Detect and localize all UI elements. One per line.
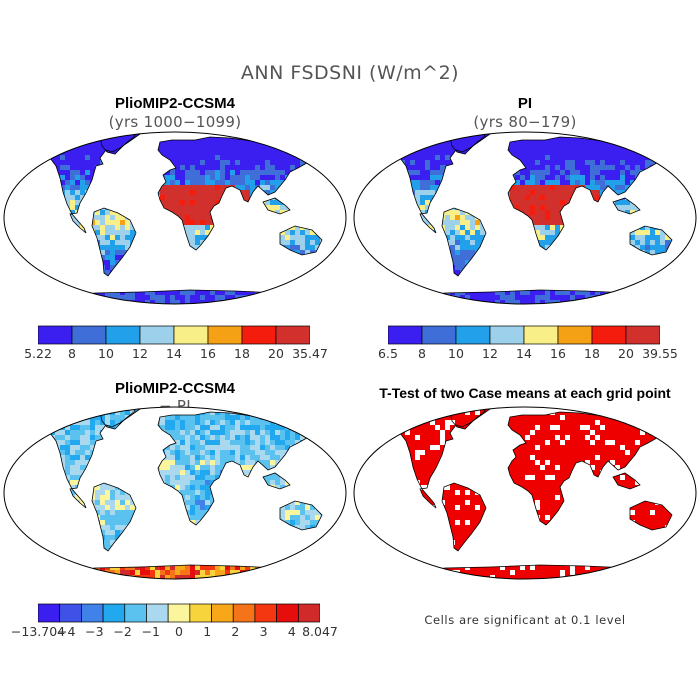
colorbar-tick-label: 20 [268,346,284,361]
colorbar-tick-label: 1 [203,624,212,639]
colorbar-tick-label: −3 [85,624,104,639]
colorbar-swatch [523,325,559,345]
colorbar-tick-label: 10 [98,346,114,361]
coastline-indonesia [262,472,291,490]
colorbar-tick-label: 14 [166,346,182,361]
colorbar-swatch [388,325,423,345]
colorbar-tick-label: 20 [618,346,634,361]
colorbar-swatch [102,603,126,623]
map-border [3,131,347,305]
colorbar-swatch [146,603,169,623]
panel2-colorbar [388,325,660,345]
coastline-indonesia [612,197,641,215]
colorbar-swatch [421,325,457,345]
coastline-indonesia [262,197,291,215]
panel2-colorbar-labels: 6.5 8 10 12 14 16 18 20 39.55 [378,346,678,362]
colorbar-tick-label: 35.47 [292,346,328,361]
colorbar-swatch [211,603,234,623]
colorbar-tick-label: 39.55 [642,346,678,361]
panel4-title: T-Test of two Case means at each grid po… [379,385,671,401]
colorbar-tick-label: 2 [231,624,240,639]
panel1-colorbar [38,325,310,345]
panel3-colorbar-labels: −13.704 −4 −3 −2 −1 0 1 2 3 4 8.047 [11,624,338,640]
colorbar-swatch [254,603,277,623]
colorbar-swatch [275,325,310,345]
colorbar-tick-label: 14 [516,346,532,361]
colorbar-swatch [167,603,191,623]
coastline-greenland [99,407,136,430]
colorbar-tick-label: −4 [56,624,76,639]
figure-title: ANN FSDSNI (W/m^2) [240,62,460,84]
panel2-title: PI [517,95,533,112]
coastline-australia [629,225,673,256]
colorbar-tick-label: 0 [175,624,183,639]
coastline-australia [279,225,323,256]
panel3-colorbar [38,603,320,623]
colorbar-swatch [591,325,627,345]
colorbar-swatch [207,325,243,345]
colorbar-tick-label: 18 [234,346,250,361]
colorbar-swatch [105,325,141,345]
colorbar-swatch [276,603,299,623]
colorbar-swatch [489,325,525,345]
panel1-subtitle: (yrs 1000−1099) [108,113,242,131]
colorbar-tick-label: 5.22 [24,346,52,361]
colorbar-tick-label: −2 [113,624,132,639]
colorbar-tick-label: 16 [200,346,216,361]
colorbar-tick-label: 3 [259,624,268,639]
colorbar-tick-label: 12 [482,346,498,361]
coastline-greenland [99,132,136,155]
colorbar-swatch [625,325,660,345]
coastline-greenland [449,407,486,430]
coastline-australia [629,500,673,531]
colorbar-tick-label: 4 [287,624,296,639]
panel4-note: Cells are significant at 0.1 level [424,613,626,627]
colorbar-tick-label: 16 [550,346,566,361]
colorbar-tick-label: −13.704 [10,624,66,639]
coastline-southAmerica [441,482,487,552]
coastline-australia [279,500,323,531]
coastline-greenland [449,132,486,155]
panel1-colorbar-labels: 5.22 8 10 12 14 16 18 20 35.47 [24,346,328,362]
colorbar-swatch [297,603,320,623]
colorbar-tick-label: 6.5 [378,346,398,361]
colorbar-swatch [455,325,491,345]
colorbar-swatch [557,325,593,345]
colorbar-tick-label: 8.047 [302,624,338,639]
colorbar-swatch [139,325,175,345]
panel1-map [3,131,347,305]
colorbar-swatch [124,603,147,623]
colorbar-swatch [189,603,212,623]
panel3-title: PlioMIP2-CCSM4 [114,380,235,397]
map-border [353,406,697,580]
colorbar-tick-label: 18 [584,346,600,361]
colorbar-tick-label: 8 [418,346,426,361]
coastline-indonesia [612,472,641,490]
panel4-map [353,406,697,580]
coastline-southAmerica [441,207,487,277]
colorbar-swatch [232,603,256,623]
panel1-title: PlioMIP2-CCSM4 [114,95,235,112]
colorbar-tick-label: 10 [448,346,464,361]
panel2-subtitle: (yrs 80−179) [473,113,577,131]
colorbar-tick-label: 8 [68,346,76,361]
colorbar-swatch [81,603,104,623]
colorbar-tick-label: 12 [132,346,148,361]
colorbar-swatch [38,325,73,345]
coastline-southAmerica [91,482,137,552]
colorbar-swatch [173,325,209,345]
colorbar-swatch [71,325,107,345]
panel3-map [3,406,347,580]
map-border [3,406,347,580]
colorbar-swatch [38,603,61,623]
coastline-southAmerica [91,207,137,277]
panel2-map [353,131,697,305]
colorbar-swatch [59,603,82,623]
map-border [353,131,697,305]
colorbar-swatch [241,325,277,345]
colorbar-tick-label: −1 [141,624,161,639]
